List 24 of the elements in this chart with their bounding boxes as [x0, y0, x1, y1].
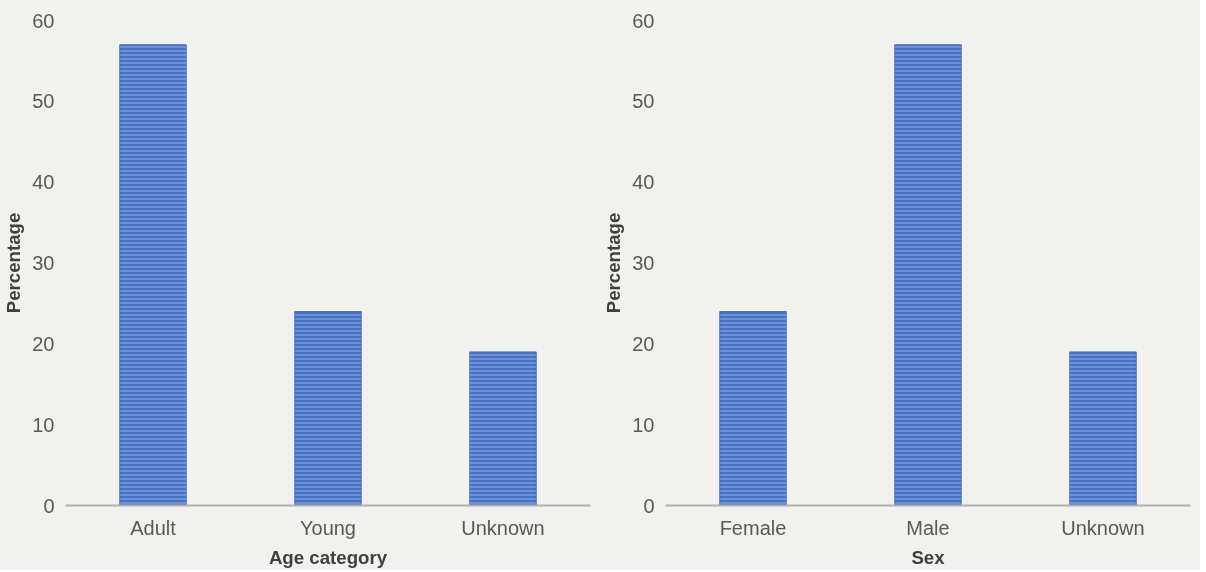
y-tick-label: 20 [32, 332, 55, 355]
y-tick-label: 30 [632, 252, 655, 274]
y-tick-label: 30 [32, 252, 55, 274]
y-tick-label: 50 [32, 90, 55, 113]
x-axis-title: Sex [911, 546, 946, 568]
y-tick-label: 40 [32, 171, 55, 194]
y-tick-label: 10 [632, 413, 655, 436]
x-tick-label: Young [300, 516, 356, 539]
y-tick-label: 0 [643, 494, 655, 517]
x-tick-label: Male [906, 516, 950, 539]
y-tick-label: 60 [632, 9, 655, 32]
y-tick-label: 10 [32, 413, 55, 436]
y-tick-label: 60 [32, 9, 55, 32]
y-tick-label: 0 [43, 494, 55, 517]
x-axis-title: Age category [268, 546, 388, 568]
x-tick-label: Unknown [461, 516, 545, 539]
y-tick-label: 40 [632, 171, 655, 194]
y-tick-label: 20 [632, 332, 655, 355]
y-axis-title: Percentage [603, 212, 625, 314]
x-tick-label: Unknown [1061, 516, 1145, 539]
y-tick-label: 50 [632, 90, 655, 113]
y-axis-title: Percentage [3, 212, 25, 314]
x-tick-label: Adult [130, 516, 177, 539]
x-tick-label: Female [719, 516, 787, 539]
